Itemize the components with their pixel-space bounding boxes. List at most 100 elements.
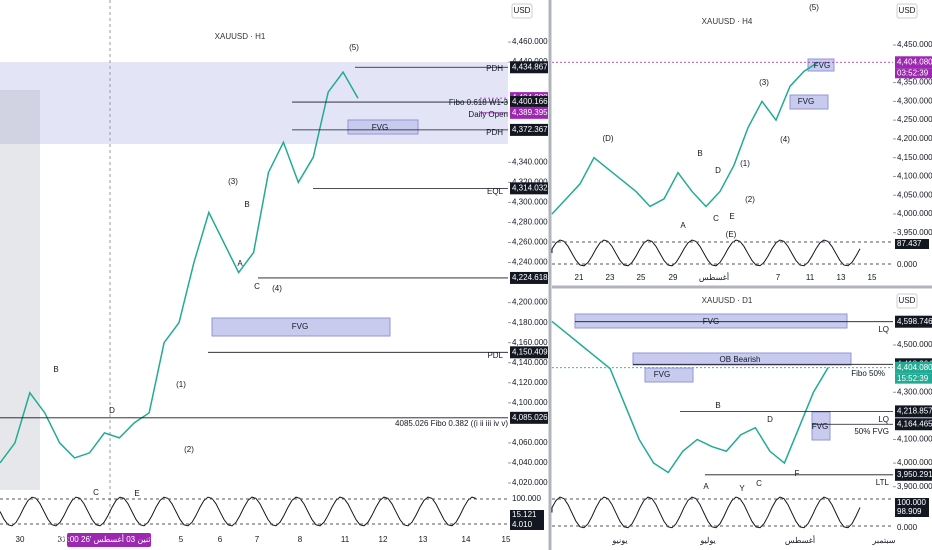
osc-label-box xyxy=(510,520,544,530)
time-label: 31 xyxy=(58,535,67,544)
time-label: 13 xyxy=(837,273,846,282)
osc-label: 100.000 xyxy=(897,498,926,507)
y-tick-label: 3,950.000 xyxy=(897,228,932,237)
y-tick-label: 4,250.000 xyxy=(897,115,932,124)
y-tick-label: 4,050.000 xyxy=(897,190,932,199)
time-label: 30 xyxy=(16,535,25,544)
y-tick-label: 4,200.000 xyxy=(512,298,548,307)
price-label-box xyxy=(510,411,548,424)
osc-label-box xyxy=(895,507,929,517)
annotation: OB Bearish xyxy=(720,355,761,364)
time-label: أغسطس xyxy=(699,271,729,282)
annotation: LQ xyxy=(878,415,889,424)
osc-label-box xyxy=(510,510,544,520)
annotation: (E) xyxy=(726,230,737,239)
price-label-box xyxy=(895,361,932,374)
time-label: 11 xyxy=(806,273,815,282)
time-label: 6 xyxy=(218,535,223,544)
currency-box xyxy=(896,3,918,19)
price-label: 4,218.857 xyxy=(897,407,932,416)
y-tick-label: 4,350.000 xyxy=(897,78,932,87)
price-line xyxy=(0,70,359,464)
time-label: 21 xyxy=(575,273,584,282)
annotation: PDH xyxy=(486,128,503,137)
osc-label: 87.437 xyxy=(897,239,922,248)
countdown: 15:52:39 xyxy=(897,374,929,383)
osc-label: 98.909 xyxy=(897,507,922,516)
price-label-box xyxy=(510,96,548,109)
y-tick-label: 4,280.000 xyxy=(512,218,548,227)
time-label: 7 xyxy=(255,535,260,544)
annotation: FVG xyxy=(654,370,670,379)
time-label: 11 xyxy=(341,535,350,544)
y-tick-label: 4,150.000 xyxy=(897,153,932,162)
oscillator xyxy=(0,496,477,527)
fvg-zone xyxy=(789,94,829,110)
time-label: يوليو xyxy=(699,536,715,545)
countdown-box xyxy=(895,373,932,384)
ob-zone xyxy=(632,352,852,366)
countdown-box xyxy=(895,68,932,79)
price-label-box xyxy=(895,56,932,69)
price-label: 4,389.395 xyxy=(512,108,548,117)
annotation: B xyxy=(715,401,720,410)
annotation: F xyxy=(795,469,800,478)
annotation: PDL xyxy=(487,351,503,360)
time-label: 25 xyxy=(637,273,646,282)
countdown: 03:52:39 xyxy=(897,68,929,77)
volume-profile xyxy=(0,90,40,490)
annotation: (1) xyxy=(740,159,750,168)
chart-title: XAUUSD · D1 xyxy=(702,296,753,305)
annotation: FVG xyxy=(703,317,719,326)
annotation: FVG xyxy=(292,322,308,331)
currency: USD xyxy=(899,296,916,305)
annotation: Fibo 50% xyxy=(851,369,885,378)
annotation: E xyxy=(134,489,139,498)
y-tick-label: 4,160.000 xyxy=(512,338,548,347)
price-label-box xyxy=(510,182,548,195)
y-tick-label: 4,100.000 xyxy=(897,172,932,181)
y-tick-label: 4,340.000 xyxy=(512,157,548,166)
annotation: E xyxy=(729,212,734,221)
y-tick-label: 4,300.000 xyxy=(897,96,932,105)
annotation: 50% FVG xyxy=(854,427,889,436)
price-label: 3,950.291 xyxy=(897,470,932,479)
price-label-box xyxy=(895,468,932,481)
time-label: أغسطس xyxy=(785,534,815,545)
annotation: Y xyxy=(739,484,745,493)
annotation: (5) xyxy=(809,3,819,12)
price-label: 4,314.032 xyxy=(512,183,548,192)
annotation: FVG xyxy=(798,97,814,106)
osc-label: 100.000 xyxy=(512,494,541,503)
annotation: Daily Open xyxy=(468,110,508,119)
annotation: A xyxy=(680,221,686,230)
currency-box xyxy=(896,293,918,309)
annotation: B xyxy=(244,200,249,209)
price-label: 4,400.166 xyxy=(512,97,548,106)
y-tick-label: 4,500.000 xyxy=(897,340,932,349)
annotation: (4) xyxy=(780,135,790,144)
chart-title: XAUUSD · H1 xyxy=(215,32,266,41)
y-tick-label: 4,200.000 xyxy=(897,134,932,143)
price-line xyxy=(551,61,819,215)
currency-box xyxy=(511,3,533,19)
price-line xyxy=(551,320,829,474)
y-tick-label: 4,460.000 xyxy=(512,37,548,46)
price-label: 4,164.465 xyxy=(897,419,932,428)
annotation: A xyxy=(703,482,709,491)
oscillator xyxy=(551,496,861,529)
price-label-box xyxy=(895,315,932,328)
chart-title: XAUUSD · H4 xyxy=(702,17,753,26)
annotation: B xyxy=(53,365,58,374)
y-tick-label: 4,320.000 xyxy=(512,177,548,186)
y-tick-label: 4,000.000 xyxy=(897,458,932,467)
y-tick-label: 4,040.000 xyxy=(512,458,548,467)
date-marker xyxy=(67,533,151,547)
annotation: 4085.026 Fibo 0.382 ((i ii iii iv v) xyxy=(395,419,508,428)
osc-label: 15.121 xyxy=(512,510,537,519)
annotation: LTL xyxy=(876,478,890,487)
annotation: (3) xyxy=(228,177,238,186)
osc-label-box xyxy=(895,498,929,508)
time-label: 7 xyxy=(776,273,781,282)
